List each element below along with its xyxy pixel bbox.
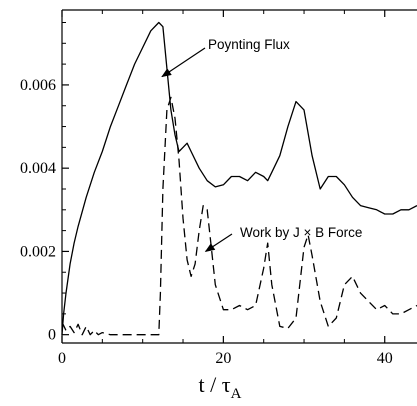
arrow-work-jxb-force: [204, 233, 233, 252]
annotation-layer: Poynting Flux Work by J × B Force: [161, 37, 362, 252]
annotation-poynting-flux: Poynting Flux: [208, 37, 290, 52]
series-layer: [61, 21, 417, 336]
y-tick-label: 0.002: [20, 243, 56, 260]
work-jxb-force-line: [61, 96, 417, 336]
plot-frame: [61, 9, 417, 344]
y-tick-label: 0.006: [20, 77, 56, 94]
x-tick-label: 20: [215, 350, 231, 367]
y-tick-label: 0.004: [20, 160, 56, 177]
poynting-flux-line: [61, 21, 417, 335]
x-axis-ticks: 0 20 40: [58, 10, 393, 367]
y-axis-ticks: 0 0.002 0.004 0.006: [20, 21, 69, 344]
y-tick-label: 0: [48, 327, 56, 344]
x-axis-title-main: t / τ: [199, 372, 231, 397]
x-axis-title-subscript: A: [231, 386, 242, 402]
annotation-work-jxb-force: Work by J × B Force: [240, 225, 362, 240]
x-tick-label: 0: [58, 350, 66, 367]
x-tick-label: 40: [377, 350, 393, 367]
x-axis-title: t / τA: [199, 372, 242, 402]
arrow-poynting-flux: [161, 47, 206, 78]
